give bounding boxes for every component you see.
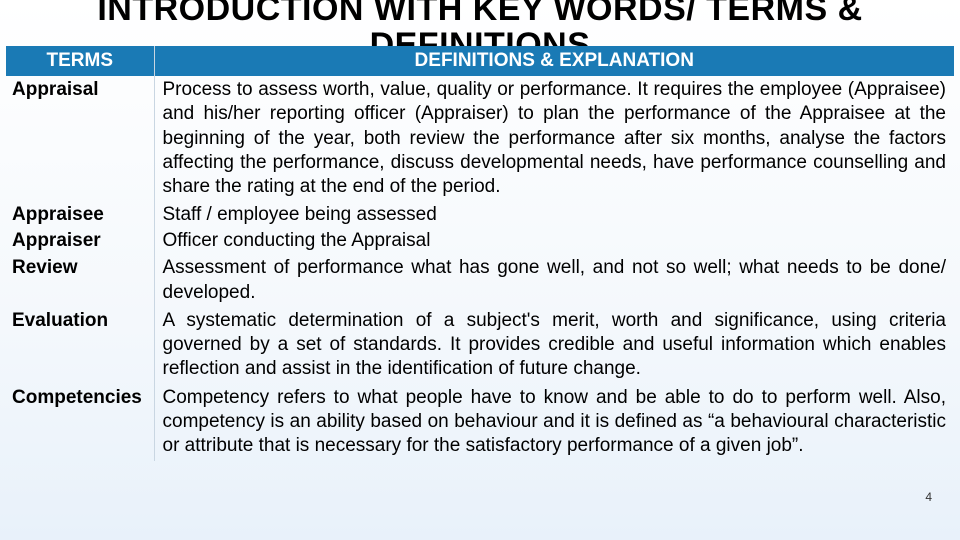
- page-number: 4: [925, 490, 932, 504]
- table-row: Appraisee Staff / employee being assesse…: [6, 202, 954, 228]
- definition-cell: Officer conducting the Appraisal: [154, 228, 954, 254]
- table-row: Appraiser Officer conducting the Apprais…: [6, 228, 954, 254]
- title-line-1: INTRODUCTION WITH KEY WORDS/ TERMS &: [97, 0, 862, 28]
- definitions-table: TERMS DEFINITIONS & EXPLANATION Appraisa…: [6, 46, 954, 461]
- definition-cell: Process to assess worth, value, quality …: [154, 76, 954, 202]
- table-row: Competencies Competency refers to what p…: [6, 384, 954, 461]
- term-cell: Appraiser: [6, 228, 154, 254]
- definition-cell: Competency refers to what people have to…: [154, 384, 954, 461]
- header-definitions: DEFINITIONS & EXPLANATION: [154, 46, 954, 76]
- table-row: Appraisal Process to assess worth, value…: [6, 76, 954, 202]
- term-cell: Appraisee: [6, 202, 154, 228]
- definition-cell: A systematic determination of a subject'…: [154, 307, 954, 384]
- definition-cell: Staff / employee being assessed: [154, 202, 954, 228]
- header-terms: TERMS: [6, 46, 154, 76]
- table-header-row: TERMS DEFINITIONS & EXPLANATION: [6, 46, 954, 76]
- term-cell: Appraisal: [6, 76, 154, 202]
- term-cell: Competencies: [6, 384, 154, 461]
- table-row: Evaluation A systematic determination of…: [6, 307, 954, 384]
- table-row: Review Assessment of performance what ha…: [6, 254, 954, 307]
- term-cell: Evaluation: [6, 307, 154, 384]
- definition-cell: Assessment of performance what has gone …: [154, 254, 954, 307]
- term-cell: Review: [6, 254, 154, 307]
